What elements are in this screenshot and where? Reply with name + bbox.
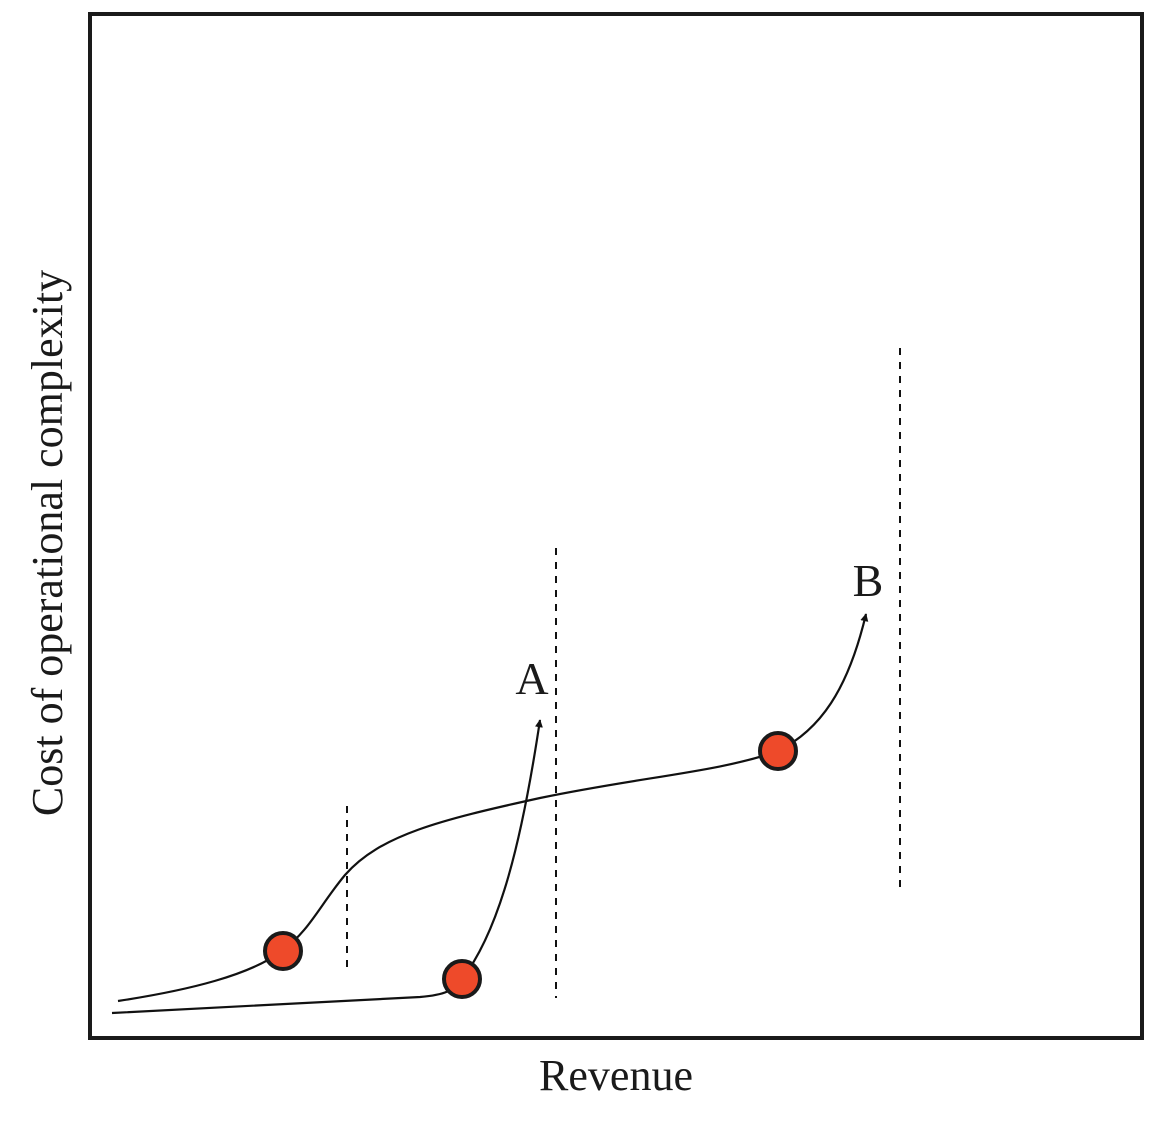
path-a-arrow xyxy=(461,719,543,980)
y-axis-label: Cost of operational complexity xyxy=(23,270,72,816)
path-b-label: B xyxy=(853,555,884,606)
stage-marker-2 xyxy=(442,959,482,999)
plot-frame xyxy=(88,12,1144,1040)
growth-curve-lower xyxy=(111,978,463,1015)
growth-curve-upper xyxy=(117,749,779,1003)
stage-marker-1 xyxy=(263,931,303,971)
x-axis-label: Revenue xyxy=(539,1051,693,1100)
path-b-arrow xyxy=(777,613,869,752)
path-a-label: A xyxy=(515,653,548,704)
stage-marker-3 xyxy=(758,731,798,771)
